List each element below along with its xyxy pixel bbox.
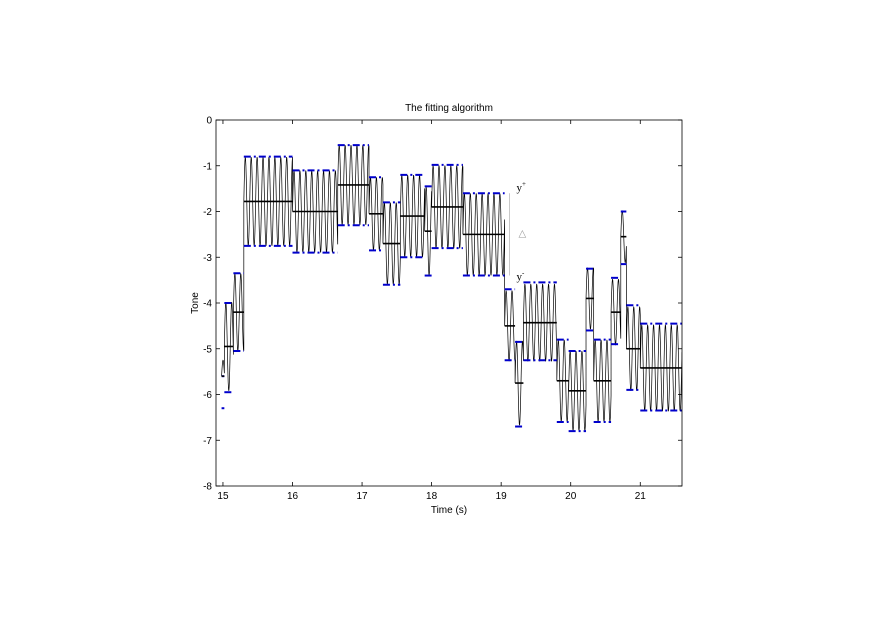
- delta-annotation: △: [519, 229, 527, 240]
- y-axis-ticks: 0 -1 -2 -3 -4 -5 -6 -7 -8: [203, 116, 682, 493]
- y-tick-label: -8: [203, 482, 212, 493]
- x-axis-label: Time (s): [431, 505, 467, 516]
- x-tick-label: 18: [426, 491, 438, 502]
- mean-lines: [221, 184, 682, 392]
- y-tick-label: -4: [203, 299, 212, 310]
- x-tick-label: 17: [356, 491, 368, 502]
- x-tick-label: 20: [565, 491, 577, 502]
- y-axis-label: Tone: [190, 292, 201, 314]
- x-tick-label: 15: [217, 491, 229, 502]
- y-tick-label: -3: [203, 253, 212, 264]
- y-tick-label: -2: [203, 207, 212, 218]
- y-tick-label: -5: [203, 344, 212, 355]
- y-tick-label: -6: [203, 390, 212, 401]
- band-lines: [221, 144, 682, 433]
- y-tick-label: 0: [206, 116, 212, 127]
- y-plus-annotation: y+: [516, 180, 526, 194]
- chart-title: The fitting algorithm: [405, 103, 493, 114]
- y-tick-label: -1: [203, 161, 212, 172]
- x-tick-label: 19: [496, 491, 508, 502]
- y-minus-annotation: y-: [516, 269, 525, 283]
- x-tick-label: 16: [287, 491, 299, 502]
- x-tick-label: 21: [635, 491, 647, 502]
- x-axis-ticks: 15 16 17 18 19 20 21: [217, 120, 646, 502]
- y-tick-label: -7: [203, 436, 212, 447]
- annotations: y+ △ y-: [509, 180, 527, 283]
